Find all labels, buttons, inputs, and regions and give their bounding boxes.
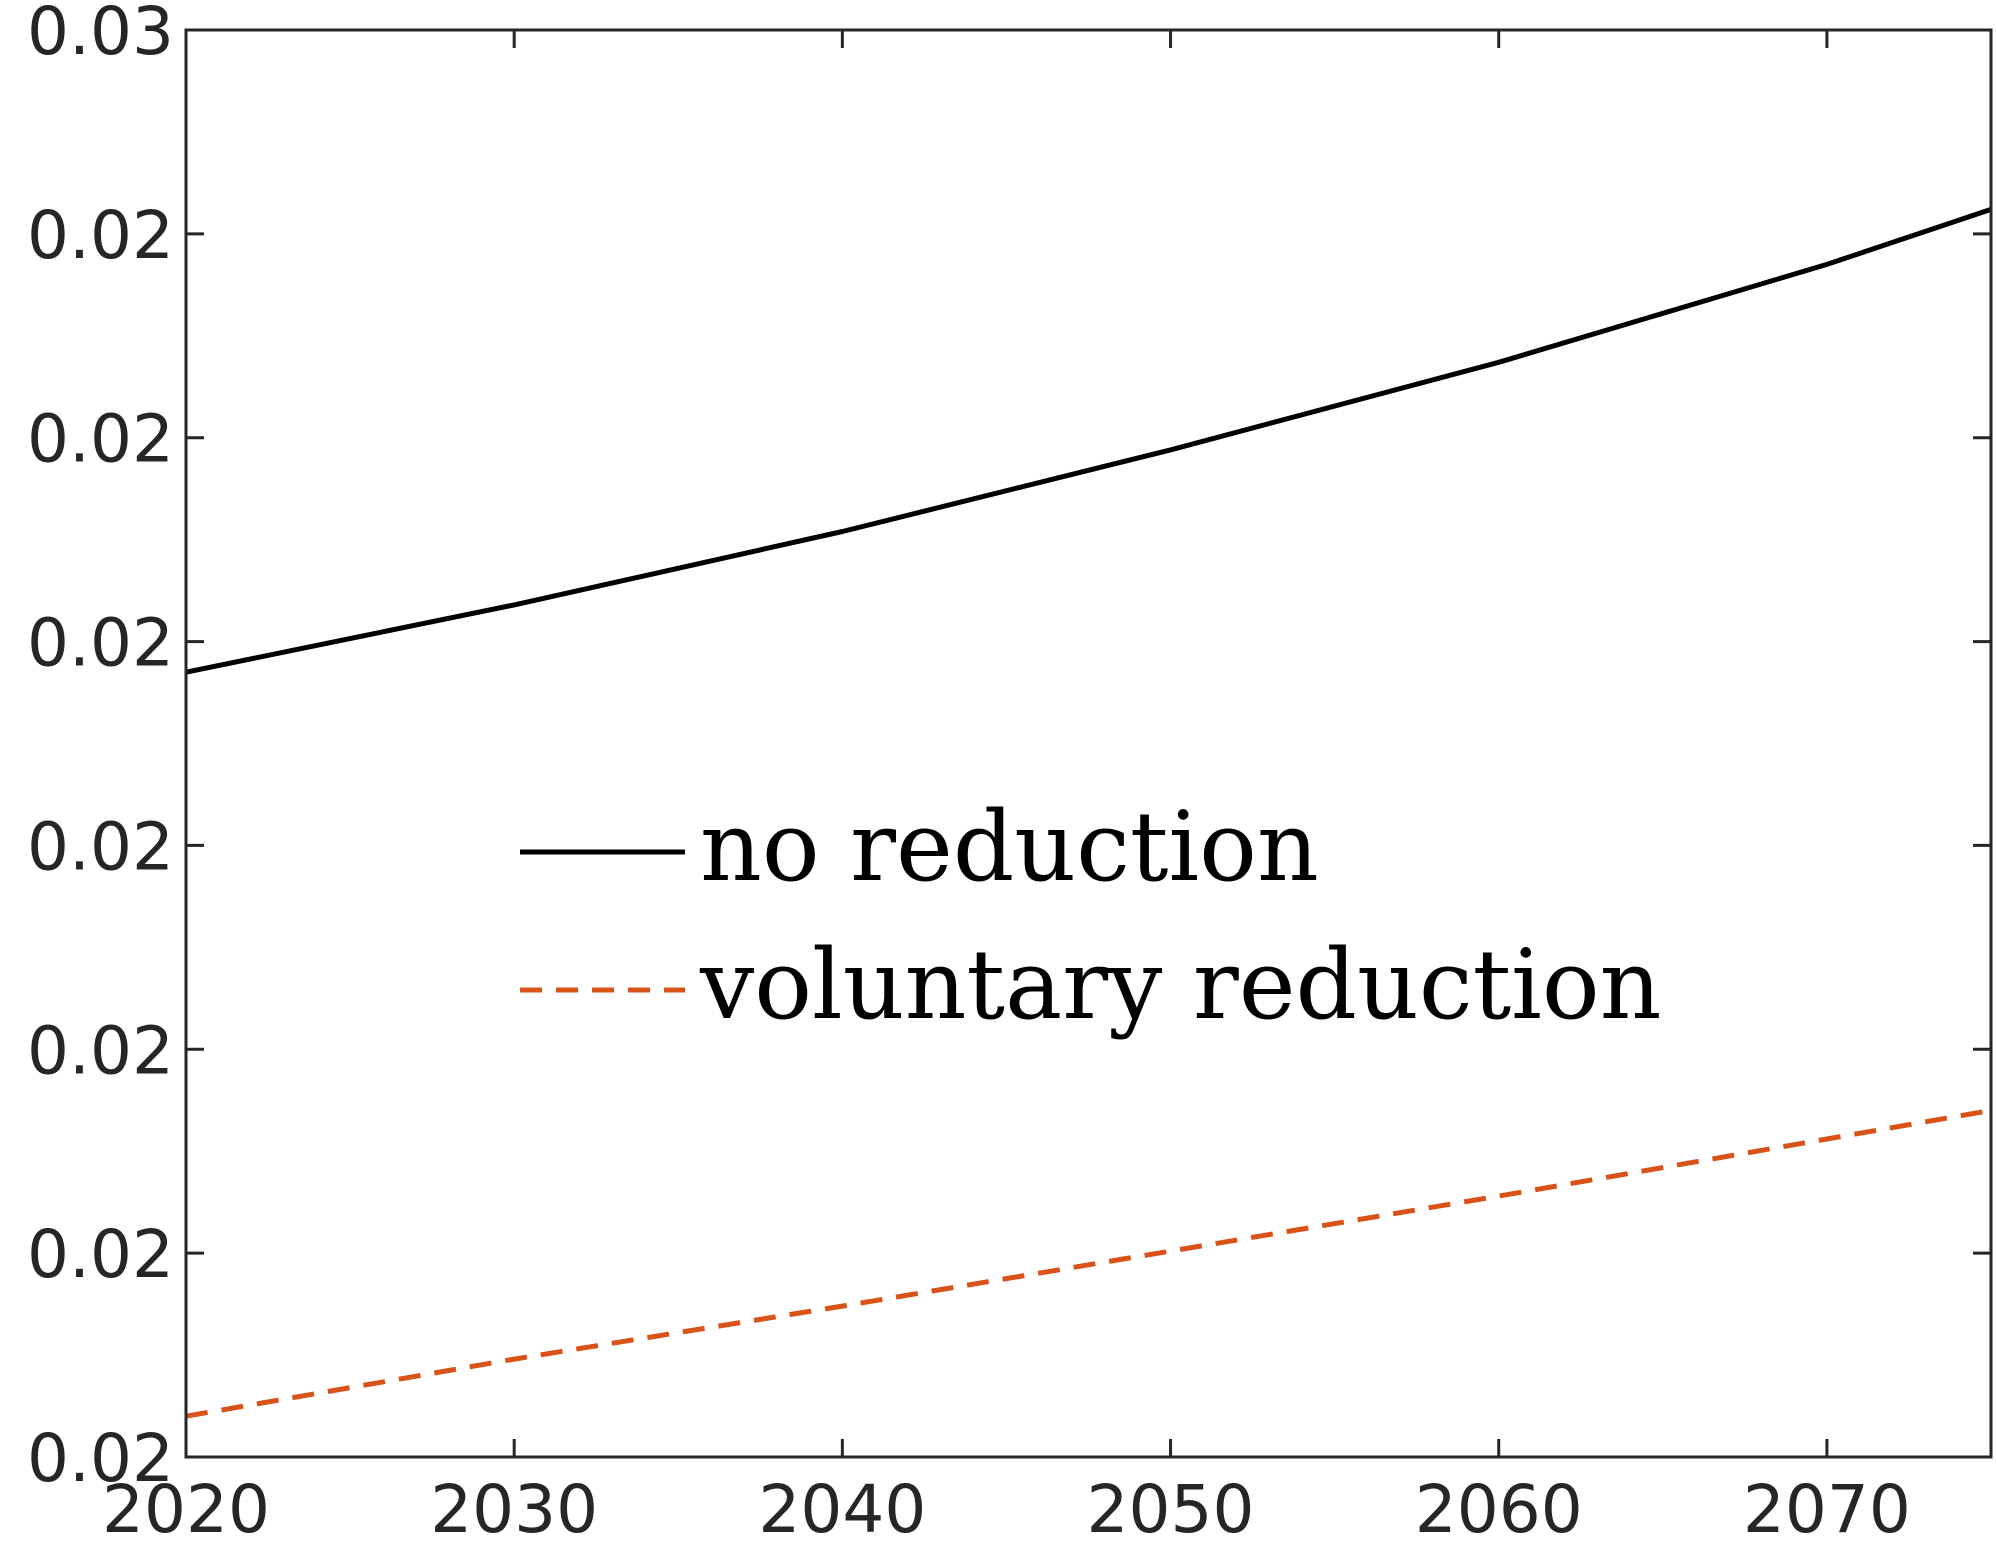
x-tick-label: 2040	[758, 1471, 926, 1548]
series-line-voluntary-reduction	[185, 1107, 1992, 1419]
y-tick-label: 0.02	[27, 1216, 174, 1293]
y-tick-label: 0.02	[27, 401, 174, 478]
y-tick-label: 0.03	[27, 0, 174, 70]
series-line-no-reduction	[185, 207, 1992, 675]
legend-label: no reduction	[700, 791, 1319, 903]
x-tick-label: 2050	[1087, 1471, 1255, 1548]
legend: no reduction voluntary reduction	[520, 791, 1662, 1041]
x-axis: 2020 2030 2040 2050 2060 2070	[102, 30, 1911, 1548]
x-tick-label: 2030	[430, 1471, 598, 1548]
x-tick-label: 2060	[1415, 1471, 1583, 1548]
axes-box	[184, 28, 1993, 1459]
y-tick-label: 0.02	[27, 1012, 174, 1089]
y-tick-label: 0.02	[27, 605, 174, 682]
y-tick-label: 0.02	[27, 808, 174, 885]
y-tick-label: 0.02	[27, 1420, 174, 1497]
x-tick-label: 2020	[102, 1471, 270, 1548]
series-layer	[185, 207, 1992, 1419]
y-tick-label: 0.02	[27, 197, 174, 274]
legend-label: voluntary reduction	[699, 929, 1662, 1041]
x-tick-label: 2070	[1743, 1471, 1911, 1548]
y-axis: 0.02 0.02 0.02 0.02 0.02 0.02 0.02 0.03	[27, 0, 1991, 1497]
